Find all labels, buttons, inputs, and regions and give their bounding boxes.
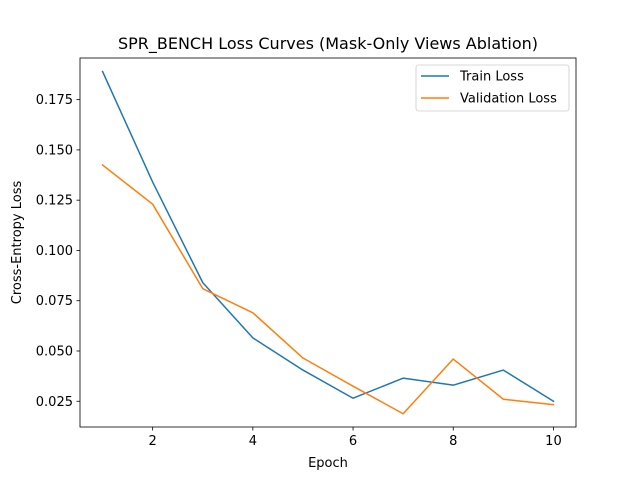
x-axis-label: Epoch (308, 456, 348, 471)
x-tick-label: 2 (149, 434, 157, 449)
axes-frame (79, 57, 577, 428)
y-tick-label: 0.100 (36, 244, 73, 259)
x-tick-label: 4 (249, 434, 257, 449)
y-tick-label: 0.050 (36, 344, 73, 359)
legend: Train Loss Validation Loss (415, 64, 570, 112)
chart-title: SPR_BENCH Loss Curves (Mask-Only Views A… (118, 34, 538, 54)
legend-box (415, 64, 570, 112)
y-tick-label: 0.075 (36, 294, 73, 309)
series-line-validation-loss (101, 163, 555, 415)
y-tick-label: 0.150 (36, 143, 73, 158)
series-line-train-loss (101, 70, 555, 403)
plot-area (101, 70, 555, 415)
x-axis: 2 4 6 8 10 (149, 427, 562, 449)
x-tick-label: 6 (349, 434, 357, 449)
x-tick-label: 8 (449, 434, 457, 449)
y-tick-label: 0.025 (36, 395, 73, 410)
y-axis-label: Cross-Entropy Loss (10, 181, 25, 305)
y-tick-label: 0.125 (36, 194, 73, 209)
legend-label: Train Loss (459, 70, 524, 85)
y-axis: 0.025 0.050 0.075 0.100 0.125 0.150 0.175 (36, 93, 80, 410)
x-tick-label: 10 (545, 434, 562, 449)
legend-label: Validation Loss (460, 92, 557, 107)
y-tick-label: 0.175 (36, 93, 73, 108)
